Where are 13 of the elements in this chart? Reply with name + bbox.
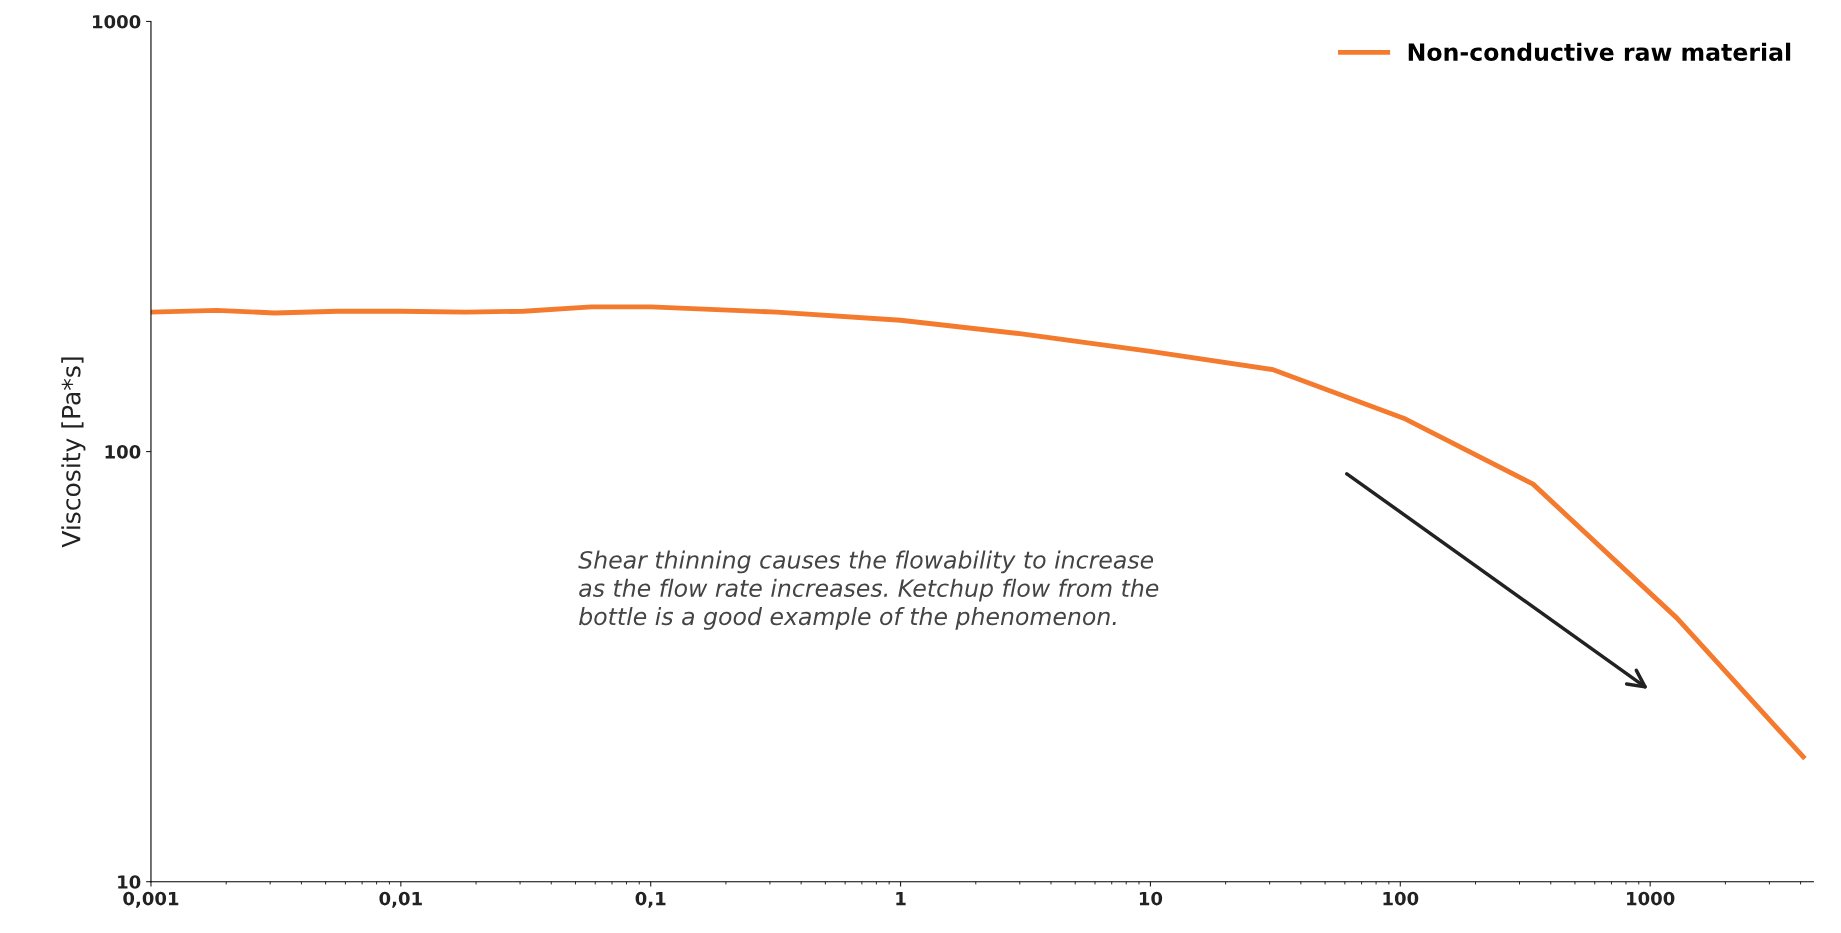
- y-tick-label: 1000: [93, 14, 141, 29]
- x-tick-label: 10: [1139, 891, 1163, 906]
- x-tick-label: 1: [896, 891, 906, 906]
- y-tick-label: 100: [105, 445, 141, 459]
- x-tick-label: 1000: [1627, 891, 1675, 906]
- legend-label: Non-conductive raw material: [1408, 42, 1791, 61]
- annotation: Shear thinning causes the flowability to increase as the flow rate increases. Ketchup flow from the bottle is a good example of the phenomenon.: [578, 550, 1159, 630]
- y-tick-label: 10: [118, 875, 141, 889]
- y-axis-title: Viscosity [Pa*s]: [61, 357, 86, 548]
- x-tick-label: 100: [1383, 891, 1419, 906]
- x-tick-label: 0,1: [635, 891, 666, 908]
- x-tick-label: 0,001: [123, 891, 179, 908]
- x-tick-label: 0,01: [379, 891, 422, 908]
